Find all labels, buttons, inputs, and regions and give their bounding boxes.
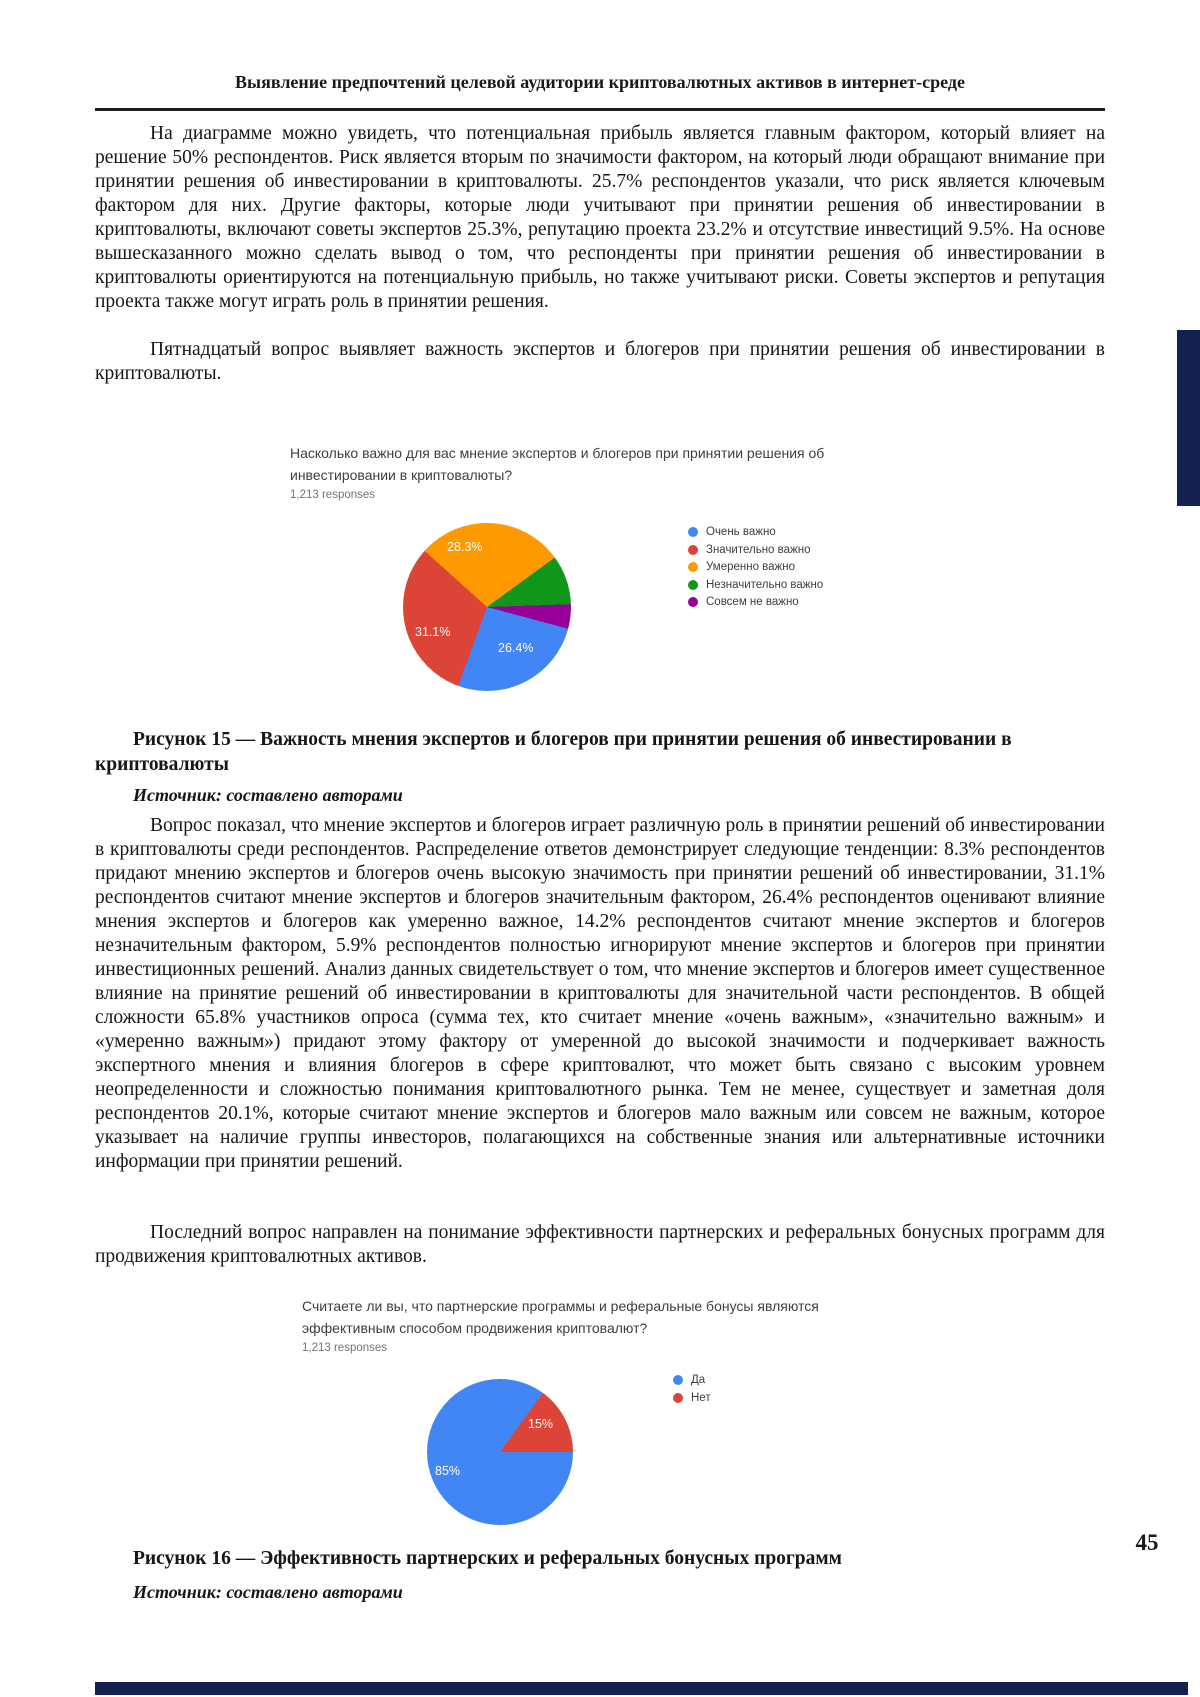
legend-item: Очень важно [688,526,823,538]
body-paragraph: Последний вопрос направлен на понимание … [95,1222,1105,1267]
legend-item: Незначительно важно [688,579,823,591]
legend-label: Совсем не важно [706,596,799,608]
header-rule [95,108,1105,111]
chart-legend: Очень важно Значительно важно Умеренно в… [688,526,823,614]
chart-header: Насколько важно для вас мнение экспертов… [290,443,865,501]
chart-question-title: Считаете ли вы, что партнерские программ… [302,1298,819,1336]
body-paragraph: Пятнадцатый вопрос выявляет важность экс… [95,339,1105,384]
legend-item: Да [673,1374,711,1386]
legend-item: Нет [673,1392,711,1404]
bottom-highlight-bar [95,1682,1188,1695]
running-header: Выявление предпочтений целевой аудитории… [235,72,965,92]
legend-dot-icon [688,562,698,572]
legend-dot-icon [688,544,698,555]
responses-count: 1,213 responses [302,1342,388,1354]
legend-dot-icon [688,527,698,537]
legend-dot-icon [688,597,698,607]
pie-slice-label: 15% [528,1417,554,1431]
legend-label: Нет [691,1391,711,1404]
pie-slice-label: 31.1% [415,625,451,639]
legend-dot-icon [673,1375,683,1385]
chart-header: Считаете ли вы, что партнерские программ… [302,1296,822,1354]
source-note: Источник: составлено авторами [133,1582,403,1602]
figure-caption: Рисунок 15 — Важность мнения экспертов и… [95,729,1012,775]
legend-dot-icon [673,1392,683,1403]
body-paragraph: На диаграмме можно увидеть, что потенциа… [95,123,1105,312]
legend-label: Значительно важно [706,543,811,556]
body-paragraph: Вопрос показал, что мнение экспертов и б… [95,815,1105,1172]
pie-slice-label: 28.3% [447,540,483,554]
legend-label: Да [691,1374,706,1386]
legend-label: Умеренно важно [706,561,795,573]
legend-item: Значительно важно [688,544,823,556]
chart-legend: Да Нет [673,1374,711,1409]
legend-item: Совсем не важно [688,596,823,608]
pie-slice-label: 26.4% [498,641,534,655]
pie-slice-label: 85% [435,1464,461,1478]
page-number: 45 [1135,1530,1159,1555]
pie-chart-figure16: 85% 15% [427,1379,573,1525]
legend-label: Незначительно важно [706,578,824,591]
responses-count: 1,213 responses [290,489,376,501]
source-note: Источник: составлено авторами [133,785,403,805]
figure-caption: Рисунок 16 — Эффективность партнерских и… [133,1548,842,1569]
legend-dot-icon [688,579,698,590]
legend-item: Умеренно важно [688,561,823,573]
side-highlight-bar [1177,330,1200,506]
legend-label: Очень важно [706,526,776,538]
pie-chart-figure15: 28.3% 31.1% 26.4% [403,523,571,691]
chart-question-title: Насколько важно для вас мнение экспертов… [290,445,825,483]
